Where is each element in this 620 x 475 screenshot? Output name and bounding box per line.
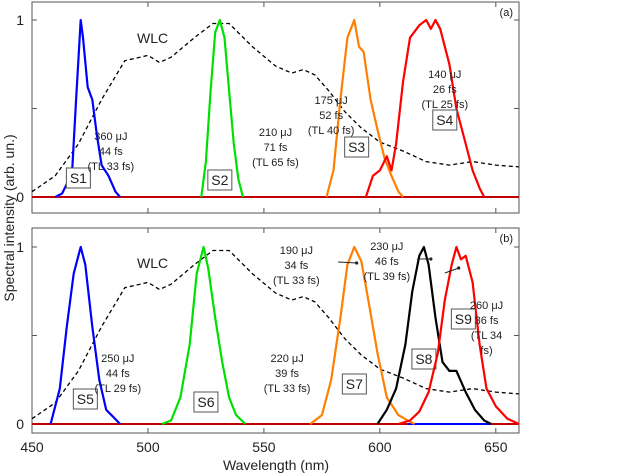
pulse-annotation-s2: (TL 65 fs) [252, 157, 299, 169]
wlc-label: WLC [137, 255, 168, 271]
series-s4-curve [364, 18, 486, 198]
pulse-annotation-s5: 44 fs [106, 368, 130, 380]
pulse-annotation-s9: 36 fs [475, 315, 499, 327]
panel-b: 0 1 S5 S6 S7 S8 S9 WLC (b) 250 μJ 44 fs (TL 29 fs) 2… [16, 227, 520, 455]
arrow-head [457, 266, 461, 270]
series-s6-curve [161, 245, 247, 426]
x-axis-label: Wavelength (nm) [223, 457, 329, 473]
pulse-annotation-s7: (TL 33 fs) [273, 275, 320, 287]
series-label-s7: S7 [346, 376, 363, 392]
pulse-annotation-s3: 52 fs [319, 110, 343, 122]
arrow-head [429, 257, 433, 261]
pulse-annotation-s7: 34 fs [284, 260, 308, 272]
y-tick-label: 1 [16, 239, 24, 255]
series-label-s8: S8 [415, 351, 432, 367]
series-label-box [341, 373, 367, 395]
pulse-annotation-s4: 140 μJ [428, 69, 461, 81]
series-label-box [344, 136, 370, 158]
pulse-annotation-s9: (TL 34 [471, 330, 502, 342]
y-axis-label: Spectral intensity (arb. un.) [1, 134, 17, 301]
pulse-annotation-s1: (TL 33 fs) [88, 161, 135, 173]
arrow-head [355, 261, 359, 265]
series-label-box [450, 308, 476, 330]
series-label-box [432, 109, 458, 131]
series-s8-curve [376, 245, 492, 425]
plot-frame [31, 227, 520, 434]
pulse-annotation-s5: (TL 29 fs) [94, 383, 141, 395]
series-label-s5: S5 [77, 391, 94, 407]
annotation-arrow [444, 267, 459, 274]
pulse-annotation-s1: 44 fs [99, 146, 123, 158]
pulse-annotation-s8: (TL 39 fs) [363, 271, 410, 283]
x-tick-label: 450 [20, 439, 44, 455]
series-label-box [72, 388, 98, 410]
series-s3-curve [325, 18, 404, 198]
pulse-annotation-s7: 190 μJ [280, 245, 313, 257]
series-label-box [193, 391, 219, 413]
pulse-annotation-s1: 360 μJ [94, 131, 127, 143]
series-label-s6: S6 [197, 394, 214, 410]
panel-a: 0 1 S1 S2 S3 S4 WLC (a) 360 μJ 44 fs (TL 33 fs) 210… [16, 1, 520, 214]
pulse-annotation-s3: (TL 40 fs) [308, 125, 355, 137]
series-label-s3: S3 [348, 139, 365, 155]
series-label-box [207, 169, 233, 191]
x-tick-label: 500 [136, 439, 160, 455]
pulse-annotation-s8: 46 fs [375, 256, 399, 268]
wlc-curve [31, 22, 520, 193]
pulse-annotation-s9: fs) [480, 345, 492, 357]
y-tick-label: 0 [16, 416, 24, 432]
series-label-s9: S9 [455, 311, 472, 327]
pulse-annotation-s6: (TL 33 fs) [264, 383, 311, 395]
pulse-annotation-s3: 175 μJ [315, 95, 348, 107]
series-s5-curve [49, 245, 121, 425]
pulse-annotation-s2: 71 fs [264, 142, 288, 154]
pulse-annotation-s9: 260 μJ [470, 300, 503, 312]
series-label-s2: S2 [211, 172, 228, 188]
y-tick-label: 0 [16, 189, 24, 205]
pulse-annotation-s6: 220 μJ [270, 353, 303, 365]
wlc-curve [31, 249, 520, 420]
plot-frame [31, 1, 520, 214]
series-s9-curve [398, 245, 520, 426]
x-tick-label: 550 [252, 439, 276, 455]
pulse-annotation-s8: 230 μJ [370, 241, 403, 253]
y-tick-label: 1 [16, 12, 24, 28]
pulse-annotation-s2: 210 μJ [259, 127, 292, 139]
pulse-annotation-s4: (TL 25 fs) [421, 99, 468, 111]
panel-label: (b) [500, 233, 513, 245]
pulse-annotation-s4: 26 fs [433, 84, 457, 96]
panel-label: (a) [500, 7, 513, 19]
series-label-s1: S1 [70, 170, 87, 186]
annotation-arrow [338, 261, 357, 264]
wlc-label: WLC [137, 30, 168, 46]
pulse-annotation-s6: 39 fs [275, 368, 299, 380]
series-s7-curve [309, 245, 416, 425]
pulse-annotation-s5: 250 μJ [101, 353, 134, 365]
series-label-s4: S4 [436, 112, 453, 128]
x-tick-label: 600 [368, 439, 392, 455]
x-tick-label: 650 [484, 439, 508, 455]
series-s2-curve [200, 18, 245, 198]
series-label-box [65, 167, 91, 189]
